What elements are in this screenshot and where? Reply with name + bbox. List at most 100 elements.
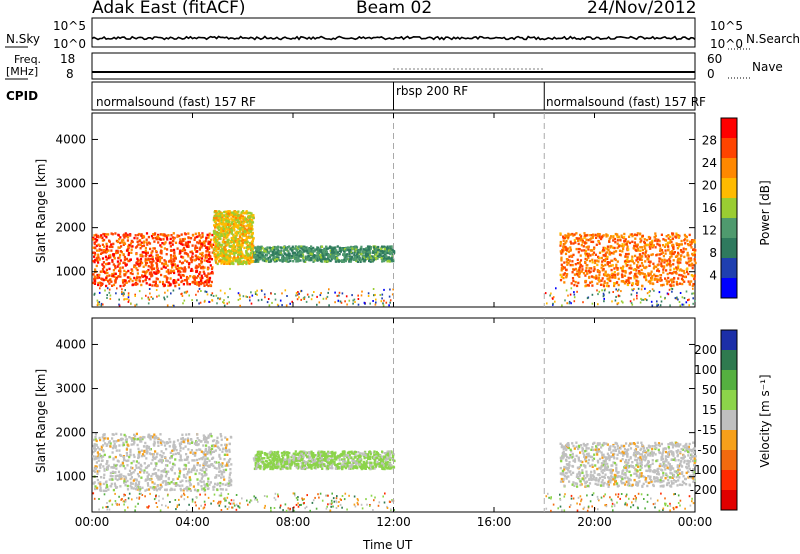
panel-1-noise-cell [104, 289, 106, 292]
panel-1-cell [135, 252, 138, 256]
panel-2-cell [180, 489, 183, 492]
panel-1-cell [216, 244, 219, 248]
panel-1-cell [624, 255, 627, 258]
panel-1-noise-cell [576, 290, 578, 293]
panel-1-cell [98, 258, 101, 261]
panel-1-cell [148, 277, 151, 281]
panel-1-cell [662, 283, 665, 287]
panel-2-cell [187, 441, 190, 445]
panel-1-cell [327, 255, 330, 258]
panel-1-cell [608, 264, 611, 268]
panel-1-cell [201, 251, 204, 255]
panel-1-cell [645, 278, 648, 282]
panel-1-cell [217, 222, 220, 226]
panel-1-noise-cell [648, 290, 651, 293]
panel-1-cell [228, 254, 231, 258]
panel-1-cell [571, 263, 574, 267]
panel-1-cell [124, 232, 127, 235]
panel-1-cell [242, 210, 245, 213]
panel-1-cell [97, 283, 100, 287]
panel-1-cell [365, 249, 368, 252]
panel-2-cell [170, 455, 173, 458]
panel-2-cell [200, 485, 203, 488]
panel-1-noise-cell [270, 292, 272, 295]
panel-1-cell [385, 249, 388, 253]
panel-1-noise-cell [334, 301, 336, 304]
panel-1-cell [139, 243, 142, 246]
panel-1-cell [291, 254, 294, 258]
panel-1-cell [134, 264, 137, 267]
panel-1-cell [245, 228, 248, 232]
panel-1-cell [640, 239, 643, 242]
panel-2-cell [111, 446, 115, 450]
panel-2-cell [169, 456, 172, 460]
panel-1-cell [384, 258, 387, 262]
panel-2-cell [155, 487, 158, 490]
panel-1-cell [617, 277, 620, 281]
panel-2-cell [145, 457, 148, 460]
panel-1-cell [570, 282, 573, 285]
panel-1-cell [236, 259, 239, 262]
panel-1-noise-cell [266, 301, 269, 304]
panel-1-cell [309, 258, 312, 262]
panel-1-cell [613, 250, 616, 254]
panel-2-cell [178, 484, 181, 487]
panel-1-cell [226, 256, 229, 259]
panel-1-cell [584, 257, 587, 261]
panel-2-cell [208, 464, 211, 467]
panel-1-cell [127, 253, 130, 257]
panel-1-cell [239, 221, 242, 224]
panel-1-cell [576, 237, 579, 240]
panel-1-cell [271, 254, 274, 257]
panel-1-cell [261, 258, 264, 262]
panel-1-cell [230, 244, 233, 248]
panel-1-cell [245, 260, 248, 264]
panel-2-cell [155, 435, 158, 438]
panel-1-cell [592, 247, 596, 251]
panel-1-cell [239, 220, 242, 223]
panel-2-cell [157, 444, 160, 447]
nave-tick-bottom: 0 [707, 67, 715, 81]
panel-2-cell [136, 437, 139, 441]
panel-1-cell [231, 257, 234, 260]
panel-1-cell [585, 258, 589, 262]
panel-1-cell [219, 222, 222, 225]
panel-1-noise-cell [692, 297, 694, 300]
panel-1-cell [115, 249, 118, 253]
panel-1-cell [565, 276, 568, 279]
panel-1-cell [259, 251, 262, 254]
panel-1-cell [112, 269, 115, 272]
panel-1-cell [245, 256, 248, 259]
panel-1-cell [392, 258, 395, 261]
panel-1-cell [214, 231, 217, 234]
panel-1-cell [590, 240, 593, 243]
panel-1-cell [146, 251, 149, 254]
panel-1-cell [153, 240, 156, 243]
panel-2-cell [139, 467, 142, 471]
panel-1-cell [683, 255, 686, 259]
panel-1-cell [567, 250, 570, 253]
panel-1-cell [128, 244, 131, 247]
panel-1-cell [616, 267, 619, 270]
panel-1-cell [616, 242, 619, 245]
panel-1-noise-cell [196, 299, 198, 302]
panel-1-noise-cell [274, 298, 277, 301]
panel-1-cell [145, 258, 149, 261]
panel-2-cell [141, 486, 144, 489]
panel-1-noise-cell [93, 292, 96, 295]
panel-1-cell [637, 249, 640, 252]
panel-1-cell [125, 249, 129, 252]
panel-1-cell [207, 277, 210, 281]
panel-1-cell [335, 250, 338, 253]
panel-1-cell [147, 235, 150, 239]
panel-1-cell [671, 281, 674, 284]
panel-2-cell [147, 464, 150, 467]
panel-1-cell [238, 239, 241, 242]
panel-1-cell [224, 222, 227, 225]
panel-2-cell [228, 484, 231, 487]
panel-1-noise-cell [692, 287, 694, 290]
panel-1-cell [162, 238, 165, 241]
panel-1-cell [653, 239, 656, 242]
panel-1-cell [646, 238, 649, 242]
panel-1-cell [560, 275, 563, 279]
